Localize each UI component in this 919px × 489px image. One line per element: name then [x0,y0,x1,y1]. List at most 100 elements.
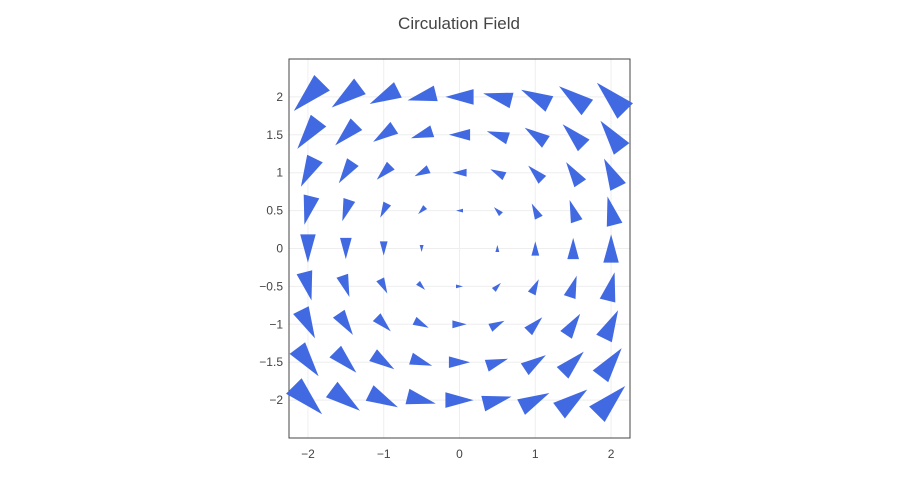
x-tick-label: −1 [377,447,391,461]
cone-marker [524,317,543,336]
cone-marker [495,245,500,252]
cone-marker [373,121,399,142]
cone-marker [380,201,392,218]
cone-marker [452,320,467,329]
cone-marker [567,237,579,260]
cone-marker [448,356,471,368]
cone-marker [409,352,433,366]
cone-marker [520,355,546,376]
cone-marker [369,82,402,104]
cone-marker [297,114,327,149]
cone-marker [405,388,436,405]
cone-marker [338,158,359,184]
cone-marker [603,234,619,263]
cone-marker [553,389,588,419]
cone-marker [289,342,319,377]
cone-marker [524,127,550,148]
cone-marker [336,273,350,297]
cone-marker [486,131,510,145]
cone-marker [521,89,554,112]
cone-marker [592,348,622,383]
cone-marker [599,272,616,303]
grid-lines [289,59,630,438]
cone-marker [559,86,594,116]
y-tick-label: 2 [276,90,283,104]
cone-marker [376,277,388,294]
cone-marker [411,125,435,139]
cone-marker [589,386,626,422]
cone-marker [481,395,512,412]
cone-marker [488,320,505,332]
cone-marker [414,165,431,177]
cone-marker [416,280,426,290]
cone-marker [331,78,366,108]
cone-marker [517,393,550,415]
cone-marker [412,316,429,328]
cone-marker [596,310,619,343]
cone-marker [332,309,353,335]
cone-marker [419,245,424,252]
y-tick-label: 0.5 [266,204,283,218]
cone-marker [528,165,547,184]
cone-marker [335,118,363,146]
cone-marker [340,237,352,260]
y-tick-label: −2 [269,393,283,407]
cone-marker [531,241,540,256]
cone-marker [606,196,623,227]
cone-marker [329,345,357,373]
cone-marker [293,75,330,111]
cone-marker [527,279,539,296]
cone-marker [483,92,514,109]
cone-marker [365,385,398,408]
cone-marker [293,306,315,339]
cone-marker [407,85,438,102]
cone-marker [325,381,360,411]
y-tick-label: 0 [276,242,283,256]
x-axis-ticks: −2 −1 0 1 2 [301,447,615,461]
cone-marker [600,120,630,155]
cone-marker [560,313,581,339]
cone-marker [493,207,503,217]
cone-marker [342,198,356,222]
cone-marker [452,168,467,177]
cone-marker [372,313,391,332]
cone-marker [448,129,471,141]
x-tick-label: 1 [532,447,539,461]
x-tick-label: 2 [608,447,615,461]
y-tick-label: −1.5 [259,355,283,369]
cone-marker [596,82,633,119]
chart-title: Circulation Field [398,14,520,33]
x-tick-label: 0 [456,447,463,461]
y-tick-label: −1 [269,317,283,331]
cone-marker [456,284,463,289]
y-tick-label: 1 [276,166,283,180]
cone-marker [566,162,587,188]
cone-marker [369,349,395,370]
cone-marker [376,161,395,180]
plot-frame [288,58,631,439]
cone-marker [563,275,577,299]
cone-marker [490,169,507,181]
cone-marker [556,351,584,379]
y-tick-label: −0.5 [259,279,283,293]
cone-marker [531,203,543,220]
y-tick-label: 1.5 [266,128,283,142]
cone-marker [303,194,320,225]
cone-marker [491,282,501,292]
cone-marker [445,89,474,105]
cone-markers [286,75,633,422]
cone-marker [296,270,313,301]
cone-marker [484,358,508,372]
cone-marker [300,234,316,263]
cone-marker [604,158,626,191]
y-axis-ticks: −2 −1.5 −1 −0.5 0 0.5 1 1.5 2 [259,90,283,407]
cone-marker [418,205,428,215]
cone-marker [445,392,474,408]
cone-marker [300,154,323,187]
cone-marker [569,200,583,224]
x-tick-label: −2 [301,447,315,461]
cone-marker [456,208,463,213]
cone-marker [286,378,323,415]
cone-marker [562,124,590,152]
